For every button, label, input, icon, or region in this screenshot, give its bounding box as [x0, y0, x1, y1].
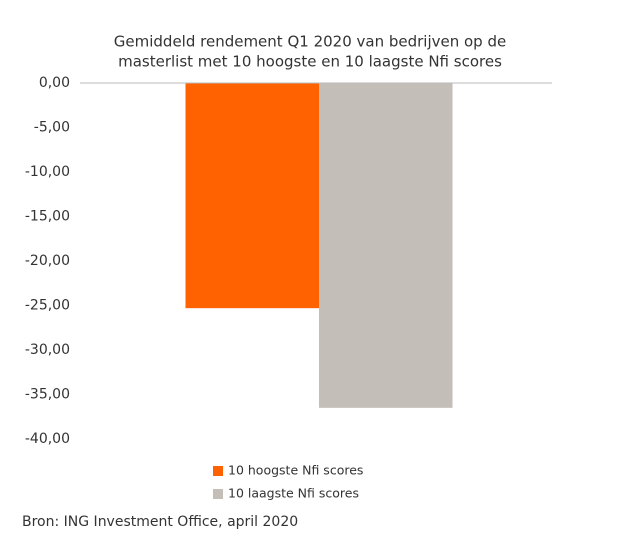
- bar: [185, 83, 319, 309]
- y-tick-label: -25,00: [25, 298, 70, 314]
- source-note: Bron: ING Investment Office, april 2020: [22, 514, 298, 530]
- chart-title: masterlist met 10 hoogste en 10 laagste …: [118, 53, 502, 71]
- y-tick-label: -15,00: [25, 209, 70, 225]
- y-tick-label: -10,00: [25, 164, 70, 180]
- bar: [319, 83, 453, 408]
- chart-title: Gemiddeld rendement Q1 2020 van bedrijve…: [114, 33, 506, 51]
- y-tick-label: -40,00: [25, 431, 70, 447]
- legend-label: 10 hoogste Nfi scores: [228, 463, 363, 478]
- y-tick-label: -30,00: [25, 342, 70, 358]
- y-tick-label: 0,00: [39, 75, 70, 91]
- y-tick-label: -35,00: [25, 387, 70, 403]
- y-tick-label: -5,00: [34, 120, 70, 136]
- y-tick-label: -20,00: [25, 253, 70, 269]
- legend-swatch: [213, 466, 223, 476]
- legend-label: 10 laagste Nfi scores: [228, 486, 359, 501]
- legend-swatch: [213, 489, 223, 499]
